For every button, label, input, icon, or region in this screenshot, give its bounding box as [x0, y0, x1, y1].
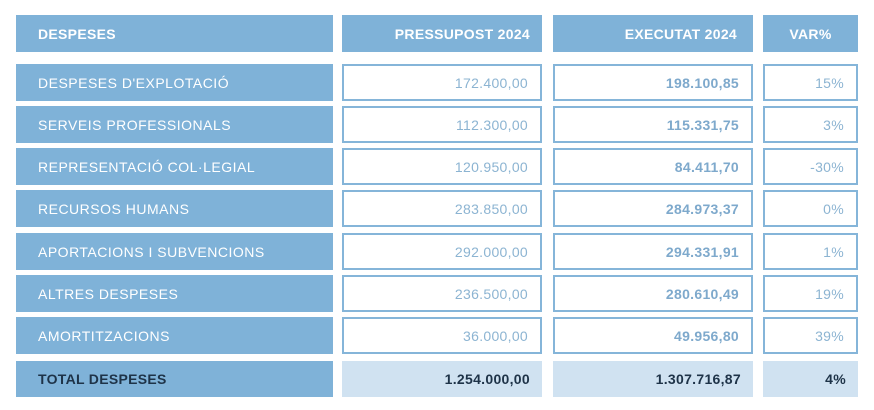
row-executed: 198.100,85: [553, 64, 753, 101]
row-variance: 19%: [763, 275, 858, 312]
row-budget: 236.500,00: [342, 275, 542, 312]
row-variance: 1%: [763, 233, 858, 270]
row-concept: DESPESES D'EXPLOTACIÓ: [16, 64, 333, 101]
row-variance: 3%: [763, 106, 858, 143]
row-executed: 284.973,37: [553, 190, 753, 227]
row-concept: REPRESENTACIÓ COL·LEGIAL: [16, 148, 333, 185]
header-executed: EXECUTAT 2024: [553, 15, 753, 52]
row-variance: -30%: [763, 148, 858, 185]
header-variance: VAR%: [763, 15, 858, 52]
row-budget: 283.850,00: [342, 190, 542, 227]
total-concept: TOTAL DESPESES: [16, 361, 333, 397]
row-budget: 292.000,00: [342, 233, 542, 270]
row-budget: 36.000,00: [342, 317, 542, 354]
row-concept: RECURSOS HUMANS: [16, 190, 333, 227]
row-executed: 115.331,75: [553, 106, 753, 143]
row-executed: 294.331,91: [553, 233, 753, 270]
row-concept: APORTACIONS I SUBVENCIONS: [16, 233, 333, 270]
total-budget: 1.254.000,00: [342, 361, 542, 397]
row-budget: 120.950,00: [342, 148, 542, 185]
header-budget: PRESSUPOST 2024: [342, 15, 542, 52]
row-variance: 0%: [763, 190, 858, 227]
row-concept: ALTRES DESPESES: [16, 275, 333, 312]
row-variance: 39%: [763, 317, 858, 354]
total-executed: 1.307.716,87: [553, 361, 753, 397]
header-concept: DESPESES: [16, 15, 333, 52]
total-variance: 4%: [763, 361, 858, 397]
row-executed: 280.610,49: [553, 275, 753, 312]
row-executed: 84.411,70: [553, 148, 753, 185]
row-variance: 15%: [763, 64, 858, 101]
row-budget: 112.300,00: [342, 106, 542, 143]
row-concept: SERVEIS PROFESSIONALS: [16, 106, 333, 143]
row-budget: 172.400,00: [342, 64, 542, 101]
row-concept: AMORTITZACIONS: [16, 317, 333, 354]
row-executed: 49.956,80: [553, 317, 753, 354]
